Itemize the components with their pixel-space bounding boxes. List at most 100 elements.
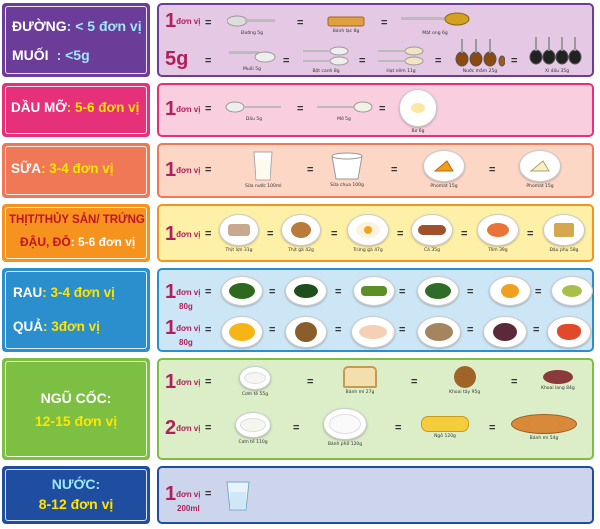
equals: = [205, 55, 212, 67]
equals: = [297, 17, 304, 29]
yogurt-cup-icon [331, 152, 363, 180]
item-muoi: Muối 5g [227, 45, 277, 72]
item-sua-chua: Sữa chua 100g [329, 151, 365, 188]
bread-slice-icon [343, 366, 377, 388]
item-phomat-1: Phomat 15g [423, 150, 465, 189]
spoon-salt-icon [229, 51, 276, 63]
equals: = [399, 324, 406, 336]
unit-qua: 1đơn vị 80g [165, 317, 201, 347]
item-ca: Cá 35g [411, 214, 453, 253]
equals: = [267, 228, 274, 240]
panel-ngu-coc: 1đơn vị = 2đơn vị = Cơm tẻ 55g = Bánh mì… [157, 358, 594, 460]
equals: = [461, 228, 468, 240]
item-banh-mi-2: Bánh mì 54g [511, 414, 577, 441]
panel-sua: 1đơn vị = Sữa nước 100ml = Sữa chua 100g… [157, 143, 594, 198]
fruit-plate-sapodilla-icon [285, 316, 327, 348]
row-ngu-coc: NGŨ CỐC: 12-15 đơn vị 1đơn vị = 2đơn vị … [0, 358, 600, 460]
equals: = [269, 324, 276, 336]
rau-title: RAU [13, 285, 43, 300]
rice-noodle-plate-icon [323, 408, 367, 440]
item-khoai-lang: Khoai lang 84g [541, 370, 575, 391]
vegetable-plate-1-icon [221, 276, 263, 306]
equals: = [307, 164, 314, 176]
peanut-candy-icon [327, 16, 365, 27]
vegetable-plate-5-icon [489, 276, 531, 306]
item-mo: Mỡ 5g [315, 99, 373, 122]
unit-thit: 1đơn vị [165, 223, 201, 245]
qua-amount: : 3đơn vị [43, 319, 100, 334]
equals: = [205, 17, 212, 29]
unit-duong: 1đơn vị [165, 10, 201, 32]
fried-egg-plate-icon [347, 214, 389, 246]
equals: = [435, 55, 442, 67]
fruit-plate-grape-icon [483, 316, 527, 348]
item-mat-ong: Mật ong 6g [399, 9, 471, 36]
item-phomat-2: Phomat 15g [519, 150, 561, 189]
item-com-te-1: Cơm tẻ 55g [239, 366, 271, 397]
equals: = [391, 164, 398, 176]
equals: = [205, 103, 212, 115]
sua-amount: : 3-4 đơn vị [40, 161, 114, 176]
panel-thit: 1đơn vị = Thịt lợn 31g = Thịt gà 42g = T… [157, 204, 594, 262]
item-banh-mi-1: Bánh mì 27g [343, 366, 377, 395]
chicken-plate-icon [281, 214, 321, 246]
label-sua: SỮA: 3-4 đơn vị [2, 143, 150, 198]
equals: = [297, 103, 304, 115]
spoons-stock-icon [378, 46, 424, 66]
spoons-seasoning-icon [303, 46, 349, 66]
item-thit-ga: Thịt gà 42g [281, 214, 321, 253]
muoi-title: MUỐI [12, 47, 49, 63]
item-thit-lon: Thịt lợn 31g [219, 214, 259, 253]
equals: = [335, 324, 342, 336]
equals: = [489, 164, 496, 176]
unit-nuoc: 1đơn vị 200ml [165, 483, 201, 513]
spoon-sugar-icon [227, 15, 275, 27]
unit-ngu-coc-2: 2đơn vị [165, 417, 201, 439]
item-ngo: Ngô 120g [421, 416, 469, 439]
panel-dau-mo: 1đơn vị = Dầu 5g = Mỡ 5g = Bơ 6g [157, 83, 594, 137]
dau-mo-title: DẦU MỠ [11, 100, 67, 115]
duong-title: ĐƯỜNG [12, 18, 67, 34]
milk-glass-icon [253, 151, 273, 181]
item-banh-lac: Bánh lạc 8g [327, 15, 365, 34]
vegetable-plate-4-icon [417, 276, 459, 306]
row-dau-mo: DẦU MỠ: 5-6 đơn vị 1đơn vị = Dầu 5g = Mỡ… [0, 83, 600, 137]
dau-mo-amount: : 5-6 đơn vị [66, 100, 140, 115]
item-tom: Tôm 39g [477, 214, 519, 253]
baguette-icon [511, 414, 577, 434]
unit-ngu-coc-1: 1đơn vị [165, 371, 201, 393]
equals: = [205, 164, 212, 176]
equals: = [331, 228, 338, 240]
equals: = [205, 376, 212, 388]
fruit-plate-longan-icon [417, 316, 461, 348]
row-nuoc: NƯỚC: 8-12 đơn vị 1đơn vị 200ml = [0, 466, 600, 524]
equals: = [411, 376, 418, 388]
equals: = [293, 422, 300, 434]
panel-rau-qua: 1đơn vị 80g = 1đơn vị 80g = = = = = = = … [157, 268, 594, 352]
nuoc-title: NƯỚC: [51, 476, 101, 492]
equals: = [283, 55, 290, 67]
thit-amount: : 5-6 đơn vị [70, 235, 136, 249]
row-sua: SỮA: 3-4 đơn vị 1đơn vị = Sữa nước 100ml… [0, 143, 600, 198]
item-sua-nuoc: Sữa nước 100ml [245, 150, 281, 189]
dau-do-title: ĐẬU, ĐỖ [20, 235, 71, 249]
qua-title: QUẢ [13, 319, 43, 334]
equals: = [467, 324, 474, 336]
sweet-potato-icon [542, 370, 573, 384]
ngu-coc-amount: 12-15 đơn vị [34, 413, 118, 429]
rice-bowl-icon [239, 366, 271, 390]
muoi-amount: : <5g [56, 47, 90, 63]
row-thit: THỊT/THỦY SẢN/ TRỨNG ĐẬU, ĐỖ: 5-6 đơn vị… [0, 204, 600, 262]
equals: = [399, 286, 406, 298]
item-khoai-tay: Khoai tây 95g [449, 366, 480, 395]
spoon-honey-icon [401, 12, 470, 26]
item-bo: Bơ 6g [399, 89, 437, 134]
item-hat-nem: Hạt nêm 11g [374, 43, 428, 74]
shrimp-plate-icon [477, 214, 519, 246]
spoons-fish-sauce-icon [455, 39, 505, 67]
label-ngu-coc: NGŨ CỐC: 12-15 đơn vị [2, 358, 150, 460]
equals: = [381, 17, 388, 29]
equals: = [335, 286, 342, 298]
item-trung-ga: Trứng gà 47g [347, 214, 389, 253]
panel-nuoc: 1đơn vị 200ml = [157, 466, 594, 524]
